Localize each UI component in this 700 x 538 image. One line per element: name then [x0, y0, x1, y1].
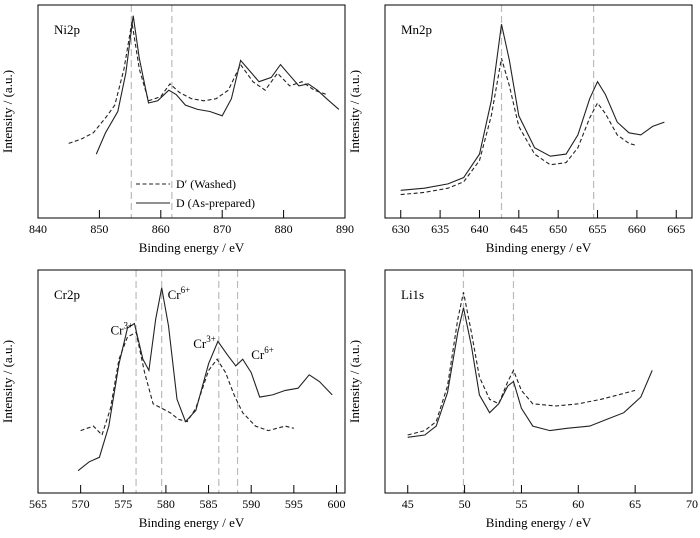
y-axis-label: Intensity / (a.u.) [347, 70, 362, 153]
x-tick-label: 70 [686, 497, 698, 511]
legend-entry: D′ (Washed) [176, 177, 236, 191]
series-washed-line [80, 331, 294, 437]
series-washed-line [407, 292, 636, 436]
y-axis-label: Intensity / (a.u.) [0, 70, 15, 153]
oxidation-state-label: Cr3+ [110, 321, 133, 338]
x-tick-label: 580 [157, 497, 175, 511]
legend-entry: D (As-prepared) [176, 196, 255, 210]
x-axis-label: Binding energy / eV [139, 240, 245, 255]
x-tick-label: 45 [402, 497, 414, 511]
x-tick-label: 840 [29, 222, 47, 236]
x-axis-label: Binding energy / eV [486, 515, 592, 530]
plot-frame [384, 4, 693, 219]
plot-frame [384, 269, 693, 494]
series-as-prepared-line [77, 287, 333, 472]
oxidation-state-label: Cr6+ [168, 285, 191, 302]
series-as-prepared-line [407, 307, 653, 438]
x-tick-label: 870 [213, 222, 231, 236]
x-tick-label: 585 [200, 497, 218, 511]
x-tick-label: 50 [459, 497, 471, 511]
x-axis-label: Binding energy / eV [486, 240, 592, 255]
panel-ni2p: 840 850 860 870 880 890 Binding energy / eV Int… [0, 4, 354, 255]
oxidation-state-label: Cr6+ [251, 345, 274, 362]
x-tick-label: 630 [392, 222, 410, 236]
x-tick-label: 65 [629, 497, 641, 511]
x-tick-label: 60 [572, 497, 584, 511]
x-tick-label: 650 [549, 222, 567, 236]
series-as-prepared-line [400, 24, 665, 191]
panel-title: Ni2p [54, 22, 80, 37]
series-washed-line [68, 21, 327, 144]
x-tick-label: 595 [285, 497, 303, 511]
x-tick-label: 575 [114, 497, 132, 511]
series-as-prepared-line [95, 15, 340, 155]
x-tick-label: 880 [275, 222, 293, 236]
plot-frame [37, 4, 346, 219]
plot-frame [37, 269, 346, 494]
x-tick-label: 655 [589, 222, 607, 236]
panel-cr2p: 565 570 575 580 585 590 595 600 Binding energy /… [0, 269, 346, 530]
x-tick-label: 570 [72, 497, 90, 511]
x-tick-label: 860 [152, 222, 170, 236]
panel-title: Li1s [401, 287, 424, 302]
panel-mn2p: 630 635 640 645 650 655 660 665 Binding energy /… [347, 4, 693, 255]
x-tick-label: 635 [431, 222, 449, 236]
x-tick-label: 665 [667, 222, 685, 236]
x-tick-label: 640 [470, 222, 488, 236]
x-tick-label: 850 [90, 222, 108, 236]
panel-title: Mn2p [401, 22, 432, 37]
y-axis-label: Intensity / (a.u.) [0, 340, 15, 423]
legend: D′ (Washed) D (As-prepared) [136, 177, 255, 210]
x-tick-label: 590 [242, 497, 260, 511]
x-tick-label: 55 [515, 497, 527, 511]
x-tick-label: 645 [510, 222, 528, 236]
x-tick-label: 600 [327, 497, 345, 511]
oxidation-state-label: Cr3+ [193, 334, 216, 351]
x-tick-label: 660 [628, 222, 646, 236]
panel-title: Cr2p [54, 287, 80, 302]
x-tick-label: 565 [29, 497, 47, 511]
series-washed-line [400, 58, 638, 196]
x-tick-label: 890 [336, 222, 354, 236]
y-axis-label: Intensity / (a.u.) [347, 340, 362, 423]
panel-li1s: 45 50 55 60 65 70 Binding energy / eV Intensity… [347, 269, 698, 530]
x-axis-label: Binding energy / eV [139, 515, 245, 530]
